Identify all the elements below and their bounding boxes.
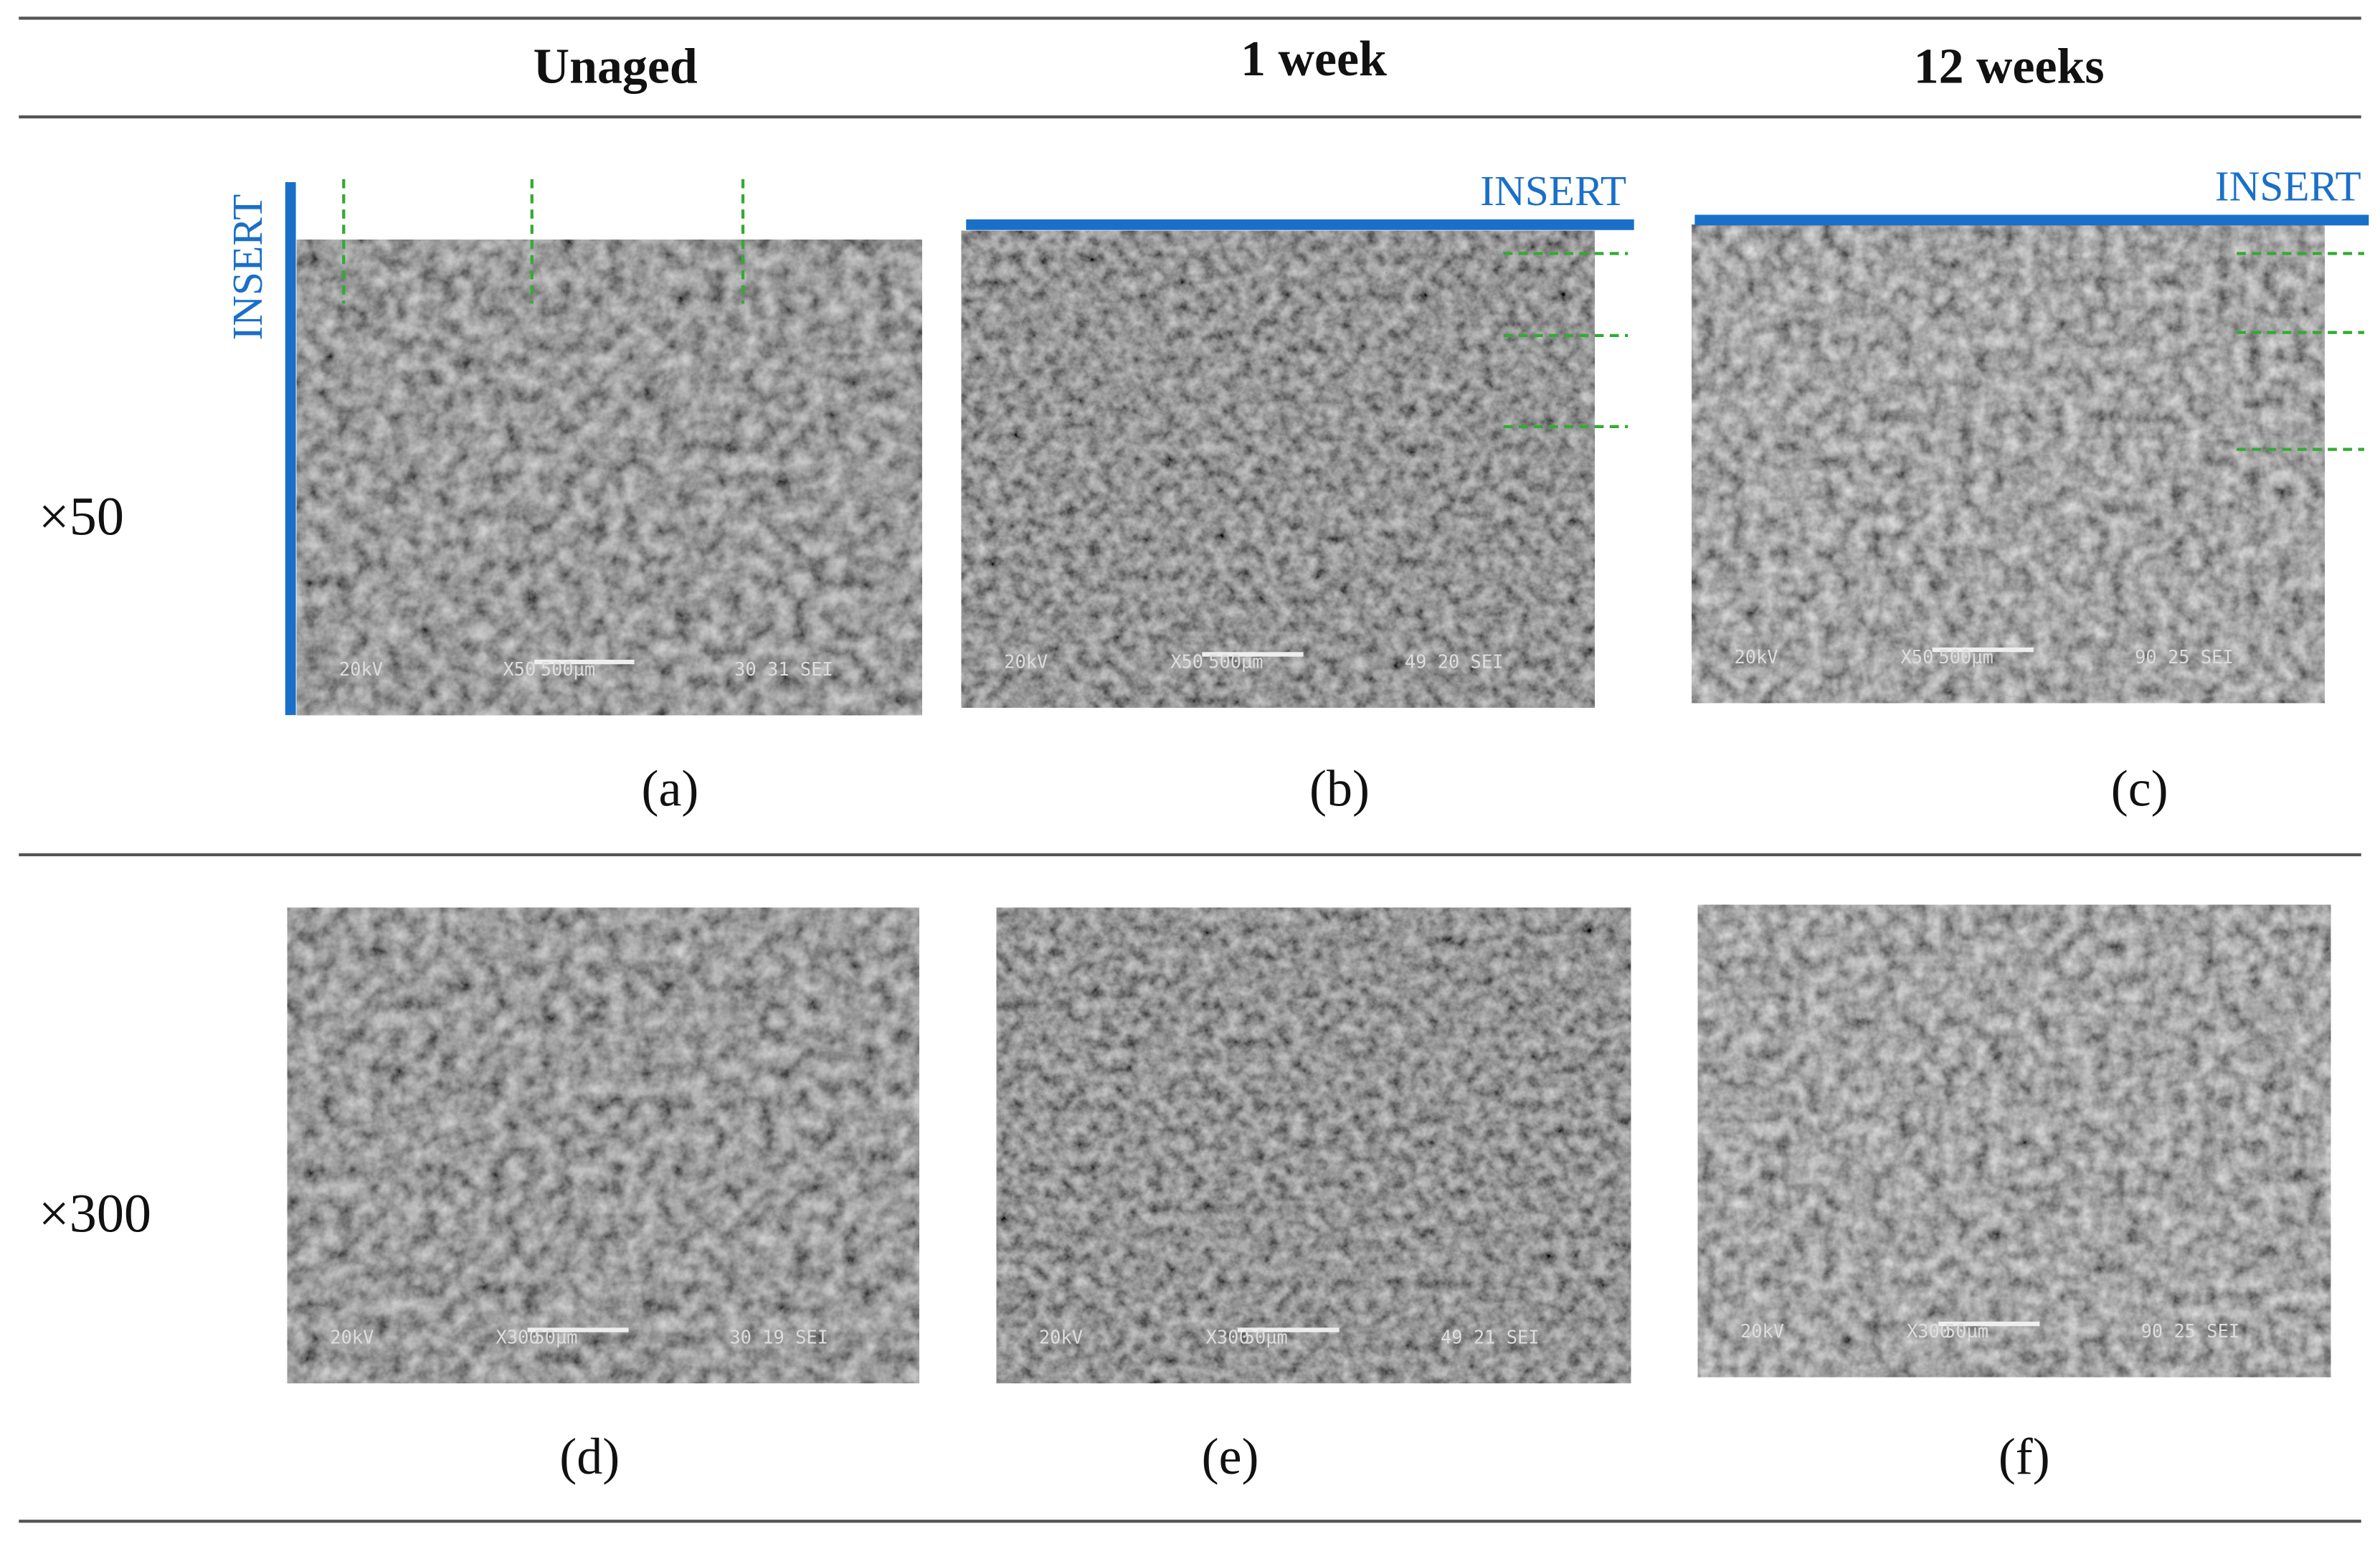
sem-info: 90 25 SEI <box>2135 646 2234 668</box>
sem-info: 20kV <box>1734 646 1778 668</box>
column-header: 1 week <box>1241 32 1387 87</box>
row-label: ×50 <box>39 487 124 547</box>
sem-image <box>1692 224 2325 704</box>
column-header: 12 weeks <box>1914 39 2105 95</box>
panel-caption: (c) <box>2111 760 2168 818</box>
insert-label: INSERT <box>2215 162 2361 209</box>
panel-caption: (a) <box>641 760 698 818</box>
sem-info: 20kV <box>1004 650 1048 672</box>
sem-info: X50 <box>503 658 536 680</box>
sem-info: 30 31 SEI <box>734 658 833 680</box>
row-label: ×300 <box>39 1183 151 1244</box>
sem-info: 49 20 SEI <box>1405 650 1504 672</box>
sem-info: 50µm <box>1945 1320 1988 1342</box>
sem-info: 20kV <box>330 1327 374 1348</box>
panel-caption: (f) <box>1999 1428 2050 1485</box>
sem-info: 90 25 SEI <box>2141 1320 2240 1342</box>
sem-info: 20kV <box>1740 1320 1784 1342</box>
sem-info: 49 21 SEI <box>1441 1327 1540 1348</box>
sem-image <box>996 907 1631 1383</box>
sem-image <box>961 230 1595 708</box>
panel-caption: (d) <box>559 1428 620 1485</box>
sem-info: 500µm <box>1208 650 1263 672</box>
sem-info: 30 19 SEI <box>729 1327 828 1348</box>
sem-image <box>1697 904 2331 1378</box>
sem-image <box>287 907 919 1383</box>
sem-info: 20kV <box>339 658 383 680</box>
panel-caption: (e) <box>1202 1428 1259 1485</box>
sem-info: 500µm <box>541 658 595 680</box>
column-header: Unaged <box>534 39 698 95</box>
sem-info: X50 <box>1170 650 1203 672</box>
sem-info: X50 <box>1900 646 1933 668</box>
sem-image <box>296 240 922 716</box>
insert-label: INSERT <box>1480 167 1626 214</box>
panel-caption: (b) <box>1309 760 1370 818</box>
sem-info: 20kV <box>1039 1327 1083 1348</box>
insert-label: INSERT <box>224 194 271 341</box>
sem-info: 50µm <box>534 1327 577 1348</box>
sem-info: 50µm <box>1244 1327 1288 1348</box>
sem-info: 500µm <box>1938 646 1993 668</box>
